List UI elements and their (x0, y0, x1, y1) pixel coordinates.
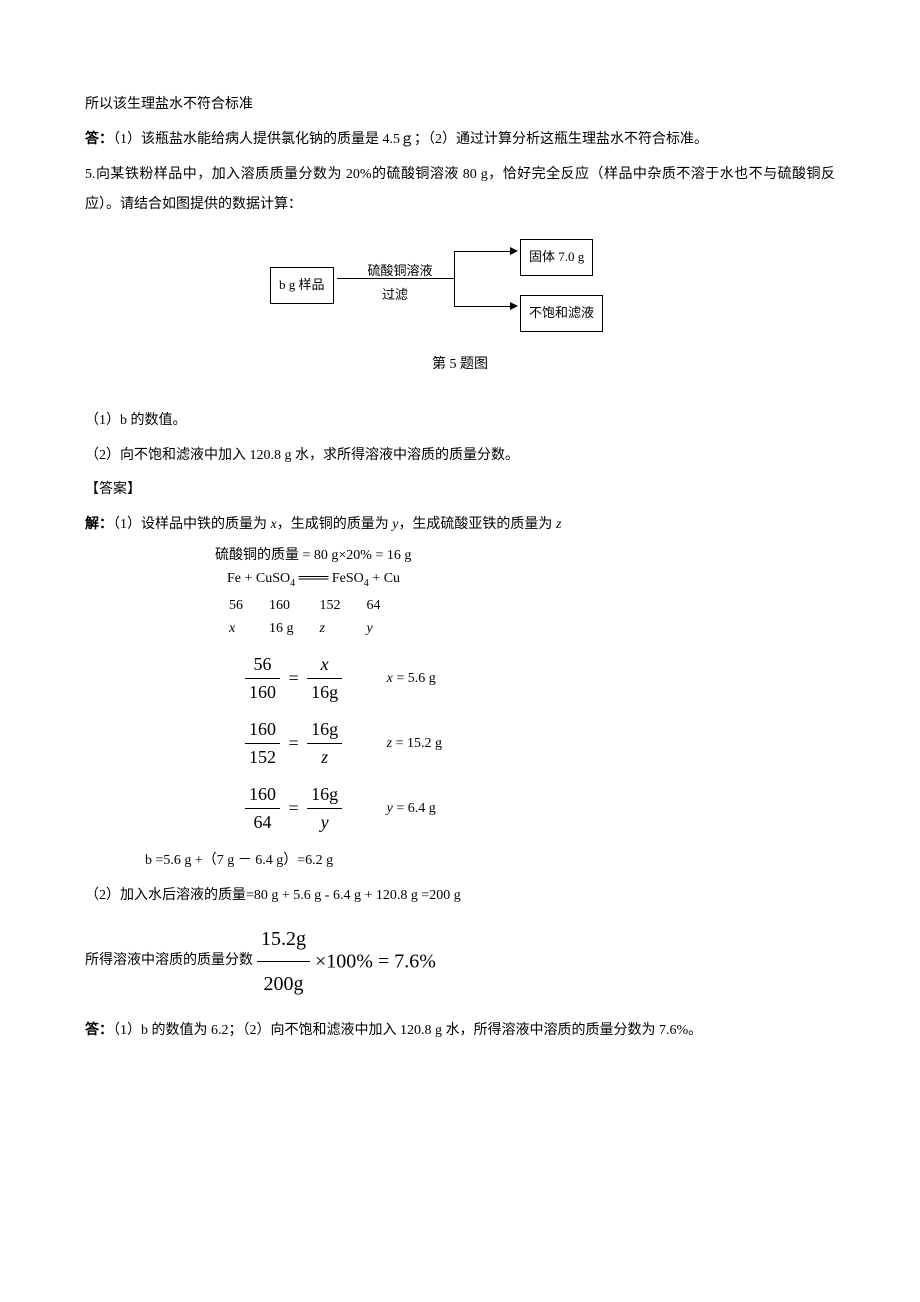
stoich-table: 56 160 152 64 x 16 g z y (227, 593, 407, 641)
eq-sign-1: = (285, 668, 303, 688)
arrowhead-top (510, 247, 518, 255)
frac3-left: 160 64 (245, 781, 280, 836)
f3n2: 16g (307, 781, 342, 809)
diagram-caption: 第 5 题图 (85, 350, 835, 381)
eq-sign-2: = (285, 733, 303, 753)
solve-setup: 解：（1）设样品中铁的质量为 x，生成铜的质量为 y，生成硫酸亚铁的质量为 z (85, 510, 835, 541)
f2d1: 152 (245, 744, 280, 771)
intro-line: 所以该生理盐水不符合标准 (85, 90, 835, 121)
answer-text: （1）该瓶盐水能给病人提供氯化钠的质量是 4.5ｇ；（2）通过计算分析这瓶生理盐… (113, 132, 708, 147)
molar-cu: 64 (367, 595, 405, 616)
f3d1: 64 (245, 809, 280, 836)
frac-eq-1: 56 160 = x 16g x = 5.6 g (245, 651, 835, 706)
final-label: 所得溶液中溶质的质量分数 (85, 946, 253, 977)
math-block: 硫酸铜的质量 = 80 g×20% = 16 g Fe + CuSO4 ═══ … (215, 545, 835, 836)
f2d2: z (307, 744, 342, 771)
final-answer: 答：（1）b 的数值为 6.2；（2）向不饱和滤液中加入 120.8 g 水，所… (85, 1016, 835, 1047)
frac-eq-2: 160 152 = 16g z z = 15.2 g (245, 716, 835, 771)
cuso4-mass: 硫酸铜的质量 = 80 g×20% = 16 g (215, 545, 835, 566)
mass-feso4: z (320, 618, 365, 639)
answer-label: 答： (85, 132, 113, 147)
frac2-left: 160 152 (245, 716, 280, 771)
frac3-result: y = 6.4 g (387, 798, 436, 819)
solve-label: 解： (85, 517, 113, 532)
frac1-left: 56 160 (245, 651, 280, 706)
intro-answer: 答：（1）该瓶盐水能给病人提供氯化钠的质量是 4.5ｇ；（2）通过计算分析这瓶生… (85, 125, 835, 156)
final-eq-row: 所得溶液中溶质的质量分数 15.2g 200g ×100% = 7.6% (85, 917, 835, 1006)
arrow-top (454, 251, 512, 252)
final-answer-label: 答： (85, 1023, 113, 1038)
mass-cuso4: 16 g (269, 618, 318, 639)
f1n1: 56 (245, 651, 280, 679)
f1d1: 160 (245, 679, 280, 706)
flow-diagram: b g 样品 硫酸铜溶液 过滤 固体 7.0 g 不饱和滤液 (270, 239, 650, 329)
frac2-right: 16g z (307, 716, 342, 771)
sub-q1: （1）b 的数值。 (85, 406, 835, 437)
box-sample: b g 样品 (270, 267, 334, 304)
box-filtrate: 不饱和滤液 (520, 295, 603, 332)
final-num: 15.2g (257, 917, 310, 962)
bracket-v (454, 251, 455, 306)
final-fraction: 15.2g 200g ×100% = 7.6% (257, 917, 436, 1006)
chem-equation: Fe + CuSO4 ═══ FeSO4 + Cu (215, 568, 835, 591)
eq-sign-3: = (285, 798, 303, 818)
arrowhead-bottom (510, 302, 518, 310)
f2n2: 16g (307, 716, 342, 744)
final-rest: ×100% = 7.6% (315, 951, 436, 973)
question-5: 5.向某铁粉样品中，加入溶质质量分数为 20%的硫酸铜溶液 80 g，恰好完全反… (85, 160, 835, 222)
f3n1: 160 (245, 781, 280, 809)
final-answer-text: （1）b 的数值为 6.2；（2）向不饱和滤液中加入 120.8 g 水，所得溶… (113, 1023, 702, 1038)
frac1-right: x 16g (307, 651, 342, 706)
frac2-result: z = 15.2 g (387, 733, 442, 754)
diagram-container: b g 样品 硫酸铜溶液 过滤 固体 7.0 g 不饱和滤液 (85, 239, 835, 342)
f1n2: x (307, 651, 342, 679)
mass-row: x 16 g z y (229, 618, 405, 639)
molar-feso4: 152 (320, 595, 365, 616)
frac-eq-3: 160 64 = 16g y y = 6.4 g (245, 781, 835, 836)
filter-label: 过滤 (382, 281, 408, 310)
mass-cu: y (367, 618, 405, 639)
reagent-line (337, 278, 454, 279)
molar-cuso4: 160 (269, 595, 318, 616)
molar-fe: 56 (229, 595, 267, 616)
arrow-bottom (454, 306, 512, 307)
final-den: 200g (257, 962, 310, 1006)
sub-q2: （2）向不饱和滤液中加入 120.8 g 水，求所得溶液中溶质的质量分数。 (85, 441, 835, 472)
frac1-result: x = 5.6 g (387, 668, 436, 689)
frac3-right: 16g y (307, 781, 342, 836)
f2n1: 160 (245, 716, 280, 744)
mass-fe: x (229, 618, 267, 639)
box-solid: 固体 7.0 g (520, 239, 593, 276)
solve-text: （1）设样品中铁的质量为 x，生成铜的质量为 y，生成硫酸亚铁的质量为 z (113, 517, 561, 532)
f1d2: 16g (307, 679, 342, 706)
f3d2: y (307, 809, 342, 836)
molar-row: 56 160 152 64 (229, 595, 405, 616)
answer-heading: 【答案】 (85, 475, 835, 506)
part2-mass: （2）加入水后溶液的质量=80 g + 5.6 g - 6.4 g + 120.… (85, 881, 835, 912)
b-calc: b =5.6 g +（7 g － 6.4 g）=6.2 g (145, 846, 835, 877)
